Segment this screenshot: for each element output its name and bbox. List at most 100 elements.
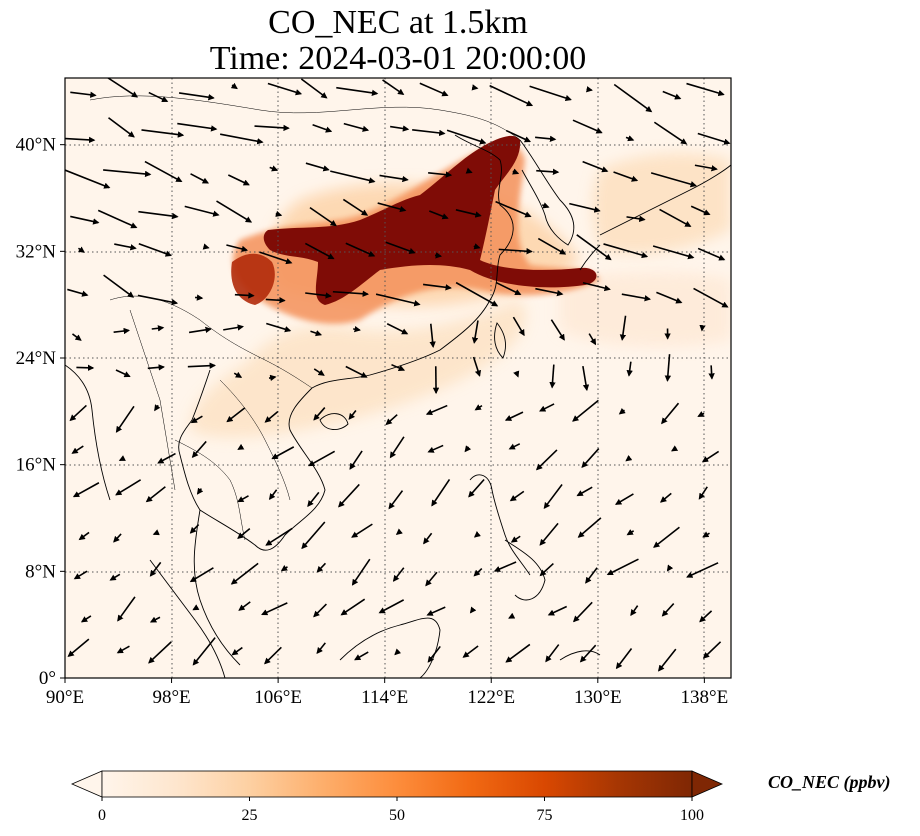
wind-arrow [446, 129, 487, 145]
wind-arrow [615, 648, 633, 670]
wind-arrow [545, 644, 560, 663]
wind-arrow [275, 210, 283, 217]
wind-arrow [422, 283, 452, 291]
wind-arrow [351, 523, 373, 538]
coast-new-guinea-tip [559, 650, 601, 661]
wind-arrow [666, 564, 674, 572]
wind-arrow [686, 562, 719, 578]
coast-hainan [319, 413, 349, 430]
lat-tick-label: 8°N [25, 561, 56, 582]
wind-arrow [471, 320, 479, 344]
wind-arrow [613, 171, 639, 182]
wind-arrow [431, 478, 451, 507]
wind-arrow [426, 606, 446, 616]
colorbar-gradient [101, 770, 693, 798]
wind-arrow [690, 205, 711, 216]
wind-arrow [70, 215, 100, 225]
wind-arrow [301, 521, 326, 550]
wind-arrow [661, 402, 680, 425]
wind-arrow [237, 528, 251, 539]
longitude-axis: 90°E 98°E 106°E 114°E 122°E 130°E 138°E [46, 678, 728, 708]
wind-arrow [190, 173, 210, 184]
wind-arrow [148, 91, 169, 103]
wind-arrow [148, 641, 172, 664]
wind-arrow [280, 565, 288, 572]
coast-indochina [178, 369, 326, 666]
wind-arrow [473, 567, 483, 577]
wind-arrow [267, 82, 303, 96]
wind-arrow [348, 409, 357, 420]
wind-arrow [539, 403, 555, 412]
wind-arrow [138, 243, 172, 257]
wind-arrow [621, 293, 652, 302]
wind-arrow [261, 602, 288, 616]
wind-arrow [464, 445, 472, 453]
wind-arrow [427, 444, 444, 453]
wind-arrow [72, 482, 100, 498]
plume-sichuan [231, 253, 275, 305]
wind-arrow [141, 129, 185, 138]
wind-arrow [455, 209, 482, 218]
colorbar-tick-label: 25 [242, 807, 258, 824]
wind-arrow [539, 522, 559, 546]
wind-arrow [471, 84, 479, 91]
wind-arrow [226, 407, 246, 423]
wind-arrow [656, 291, 683, 304]
wind-arrow [65, 136, 96, 144]
wind-arrow [699, 610, 713, 623]
wind-arrow [653, 121, 688, 145]
wind-arrow [619, 315, 627, 341]
wind-arrow [266, 322, 292, 333]
wind-arrow [375, 293, 421, 307]
wind-arrow [391, 363, 406, 371]
wind-arrow [473, 243, 481, 250]
coast-mainland-china [311, 134, 514, 389]
wind-arrow [113, 327, 130, 335]
wind-arrow [576, 486, 593, 497]
wind-arrow [178, 92, 215, 101]
colorbar-tick-label: 100 [680, 807, 704, 824]
wind-arrow [618, 407, 626, 415]
lon-tick-label: 90°E [46, 687, 84, 708]
wind-arrow [345, 365, 368, 378]
wind-arrow [313, 407, 326, 421]
border-thailand [174, 439, 246, 541]
wind-arrow [429, 323, 436, 348]
wind-arrow [498, 248, 533, 255]
wind-arrow [268, 489, 278, 501]
wind-arrow [231, 646, 243, 656]
latitude-axis: 0° 8°N 16°N 24°N 32°N 40°N [16, 135, 65, 689]
wind-arrow [117, 596, 136, 622]
wind-arrow [585, 567, 598, 584]
wind-arrow [539, 562, 554, 577]
wind-arrow [508, 443, 521, 450]
wind-arrow [664, 354, 672, 382]
wind-arrow [312, 123, 333, 133]
wind-arrow [233, 371, 243, 378]
wind-arrow [630, 605, 639, 617]
wind-arrow [535, 135, 557, 143]
wind-arrow [698, 486, 708, 500]
wind-arrow [582, 366, 590, 392]
wind-arrow [113, 533, 122, 543]
colorbar-tick-label: 50 [389, 807, 405, 824]
wind-arrow [332, 290, 369, 297]
wind-arrow [626, 215, 646, 222]
wind-arrow [626, 529, 635, 536]
wind-arrow [71, 445, 84, 454]
wind-arrow [268, 374, 277, 382]
wind-arrow [230, 82, 238, 90]
wind-arrow [114, 243, 137, 251]
wind-arrow [535, 449, 558, 471]
graticule [65, 78, 731, 678]
border-laos-vietnam [219, 379, 291, 501]
colorbar-label: CO_NEC (ppbv) [768, 772, 891, 793]
wind-arrow [342, 198, 369, 216]
wind-arrow [427, 645, 441, 663]
wind-arrow [80, 615, 92, 623]
wind-arrow [626, 361, 633, 377]
wind-arrow [423, 532, 433, 545]
wind-arrow [106, 78, 139, 98]
lon-tick-label: 98°E [152, 687, 190, 708]
